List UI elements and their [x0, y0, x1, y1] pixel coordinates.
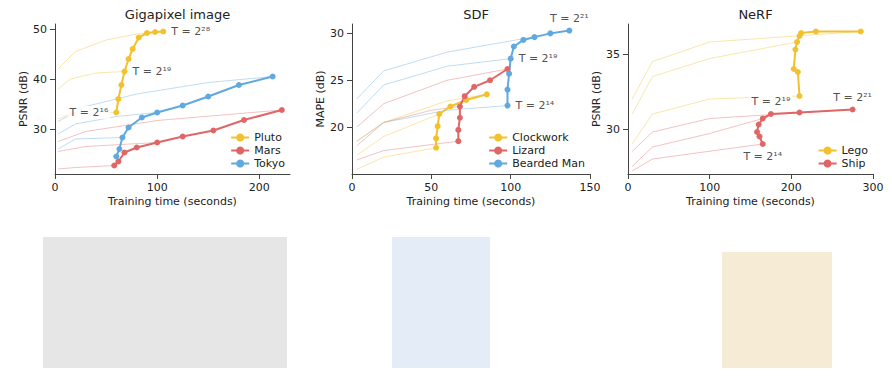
svg-text:T = 2¹⁹: T = 2¹⁹	[518, 52, 558, 65]
svg-text:30: 30	[33, 123, 47, 136]
svg-text:NeRF: NeRF	[738, 7, 772, 22]
svg-text:SDF: SDF	[463, 7, 489, 22]
svg-text:Gigapixel image: Gigapixel image	[125, 7, 230, 22]
svg-text:20: 20	[330, 121, 344, 134]
svg-text:Tokyo: Tokyo	[253, 157, 285, 170]
svg-text:30: 30	[606, 123, 620, 136]
svg-text:100: 100	[500, 181, 521, 194]
svg-text:35: 35	[606, 48, 620, 61]
svg-text:T = 2²¹: T = 2²¹	[832, 91, 872, 104]
svg-text:T = 2¹⁹: T = 2¹⁹	[751, 95, 791, 108]
svg-text:T = 2¹⁴: T = 2¹⁴	[742, 150, 782, 163]
svg-text:Clockwork: Clockwork	[512, 131, 569, 144]
svg-text:25: 25	[330, 74, 344, 87]
svg-text:40: 40	[33, 73, 47, 86]
svg-text:100: 100	[147, 181, 168, 194]
svg-text:0: 0	[625, 181, 632, 194]
svg-text:Lizard: Lizard	[512, 144, 545, 157]
svg-text:Pluto: Pluto	[254, 131, 282, 144]
svg-text:Training time (seconds): Training time (seconds)	[107, 195, 237, 208]
svg-text:Training time (seconds): Training time (seconds)	[406, 195, 536, 208]
svg-text:0: 0	[349, 181, 356, 194]
svg-text:Bearded Man: Bearded Man	[512, 157, 585, 170]
svg-text:T = 2²⁸: T = 2²⁸	[170, 25, 210, 38]
svg-text:MAPE (dB): MAPE (dB)	[314, 70, 327, 127]
svg-text:300: 300	[863, 181, 884, 194]
svg-text:T = 2¹⁶: T = 2¹⁶	[69, 106, 109, 119]
svg-text:Lego: Lego	[842, 144, 869, 157]
svg-text:Mars: Mars	[254, 144, 281, 157]
svg-text:T = 2¹⁹: T = 2¹⁹	[131, 65, 171, 78]
svg-text:100: 100	[699, 181, 720, 194]
svg-text:200: 200	[781, 181, 802, 194]
svg-text:Training time (seconds): Training time (seconds)	[685, 195, 815, 208]
svg-text:200: 200	[249, 181, 270, 194]
svg-text:150: 150	[580, 181, 601, 194]
svg-text:0: 0	[52, 181, 59, 194]
svg-text:PSNR (dB): PSNR (dB)	[17, 71, 30, 127]
svg-text:T = 2¹⁴: T = 2¹⁴	[514, 99, 554, 112]
svg-text:PSNR (dB): PSNR (dB)	[590, 71, 603, 127]
svg-text:T = 2²¹: T = 2²¹	[549, 12, 589, 25]
svg-text:50: 50	[424, 181, 438, 194]
svg-text:Ship: Ship	[842, 157, 866, 170]
svg-text:30: 30	[330, 27, 344, 40]
svg-text:50: 50	[33, 23, 47, 36]
